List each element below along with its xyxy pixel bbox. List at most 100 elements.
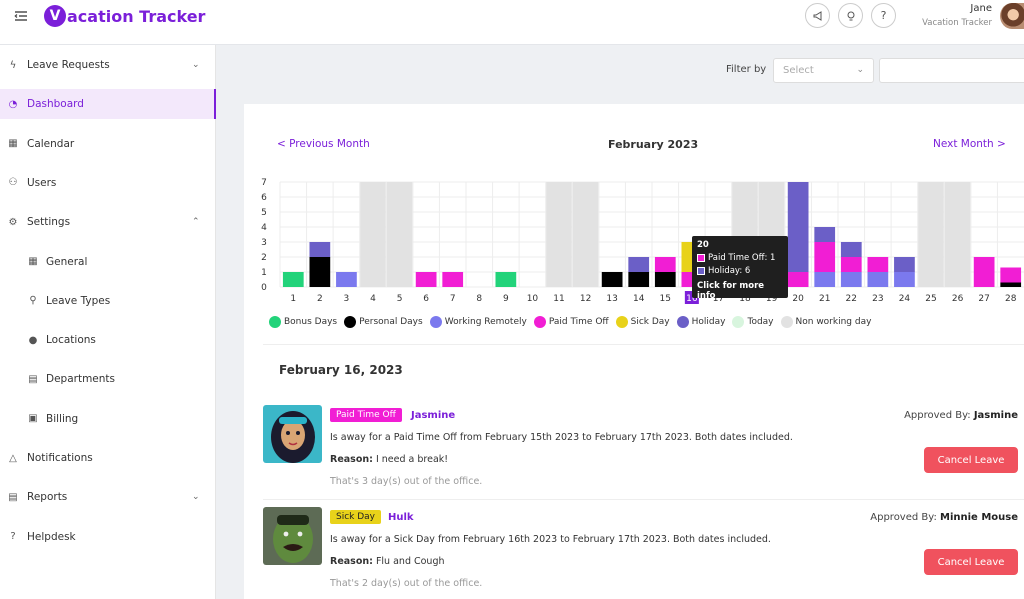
bar-personal-days-day-28[interactable] (1000, 282, 1022, 288)
legend-item-personal-days[interactable]: Personal Days (344, 316, 423, 328)
sidebar-item-settings[interactable]: ⚙ Settings ⌃ (0, 207, 216, 237)
app-logo[interactable]: V acation Tracker (44, 5, 205, 27)
cancel-leave-button[interactable]: Cancel Leave (924, 447, 1018, 473)
help-circle-icon: ? (10, 531, 16, 543)
lightning-icon: ϟ (9, 59, 17, 71)
bar-paid-time-off-day-22[interactable] (840, 257, 862, 272)
sidebar-item-dashboard[interactable]: ◔ Dashboard (0, 89, 216, 120)
bar-bonus-days-day-9[interactable] (495, 272, 517, 287)
leave-description: Is away for a Paid Time Off from Februar… (330, 432, 793, 443)
leave-reason: Reason: Flu and Cough (330, 556, 445, 567)
bar-holiday-day-24[interactable] (894, 257, 915, 272)
sidebar-item-helpdesk[interactable]: ? Helpdesk (0, 522, 216, 552)
sidebar: ϟ Leave Requests ⌄ ◔ Dashboard ▦ Calendar ⚇ User… (0, 45, 216, 599)
bar-holiday-day-20[interactable] (787, 182, 809, 272)
x-tick-label: 27 (978, 294, 989, 304)
x-tick-label: 5 (397, 294, 403, 304)
bar-paid-time-off-day-20[interactable] (787, 272, 809, 287)
bar-paid-time-off-day-27[interactable] (973, 257, 995, 287)
chevron-up-icon[interactable]: ⌃ (192, 217, 200, 228)
leave-description: Is away for a Sick Day from February 16t… (330, 534, 771, 545)
bar-working-remotely-day-3[interactable] (336, 272, 357, 287)
sidebar-item-departments[interactable]: ▤ Departments (0, 364, 216, 394)
next-month-link[interactable]: Next Month > (933, 138, 1006, 150)
report-icon: ▤ (8, 491, 18, 503)
legend-item-bonus-days[interactable]: Bonus Days (269, 316, 337, 328)
y-tick-label: 4 (261, 223, 267, 233)
employee-name[interactable]: Hulk (388, 512, 414, 523)
user-name[interactable]: Jane (970, 3, 992, 14)
tooltip-row-text: Paid Time Off: 1 (708, 253, 776, 263)
sidebar-item-billing[interactable]: ▣ Billing (0, 404, 216, 434)
x-tick-label: 24 (899, 294, 911, 304)
x-tick-label: 12 (580, 294, 591, 304)
user-avatar[interactable] (1000, 3, 1024, 29)
bar-working-remotely-day-22[interactable] (840, 272, 862, 287)
bar-paid-time-off-day-6[interactable] (415, 272, 437, 287)
legend-item-paid-time-off[interactable]: Paid Time Off (533, 316, 609, 328)
sidebar-item-calendar[interactable]: ▦ Calendar (0, 129, 216, 159)
employee-name[interactable]: Jasmine (411, 410, 456, 421)
leave-reason: Reason: I need a break! (330, 454, 448, 465)
filter-input[interactable] (879, 58, 1024, 83)
approved-by-prefix: Approved By: (870, 512, 937, 523)
bar-paid-time-off-day-23[interactable] (867, 257, 889, 272)
x-tick-label: 13 (606, 294, 617, 304)
menu-icon[interactable] (13, 9, 29, 25)
y-tick-label: 2 (261, 253, 267, 263)
logo-mark: V (44, 5, 66, 27)
sidebar-item-label: Departments (46, 373, 116, 386)
filter-select[interactable]: Select ⌄ (773, 58, 874, 83)
bar-holiday-day-14[interactable] (628, 257, 650, 272)
reason-label: Reason: (330, 454, 373, 465)
sidebar-item-locations[interactable]: ● Locations (0, 325, 216, 355)
calendar-icon: ▦ (8, 138, 18, 150)
legend-item-working-remotely[interactable]: Working Remotely (429, 316, 527, 328)
sidebar-item-reports[interactable]: ▤ Reports ⌄ (0, 482, 216, 512)
x-tick-label: 14 (633, 294, 645, 304)
sidebar-item-leave-types[interactable]: ⚲ Leave Types (0, 286, 216, 316)
bar-personal-days-day-14[interactable] (628, 272, 650, 287)
bar-holiday-day-21[interactable] (814, 227, 836, 242)
bar-bonus-days-day-1[interactable] (282, 272, 304, 287)
megaphone-icon[interactable] (805, 3, 830, 28)
bar-working-remotely-day-21[interactable] (814, 272, 836, 287)
employee-avatar (263, 507, 322, 565)
y-tick-label: 7 (261, 178, 267, 188)
legend-item-sick-day[interactable]: Sick Day (615, 316, 670, 328)
bar-paid-time-off-day-28[interactable] (1000, 267, 1022, 283)
help-icon[interactable]: ? (871, 3, 896, 28)
bar-working-remotely-day-24[interactable] (894, 272, 915, 287)
chevron-down-icon[interactable]: ⌄ (192, 492, 200, 503)
bar-holiday-day-22[interactable] (840, 242, 862, 257)
bar-paid-time-off-day-21[interactable] (814, 242, 836, 272)
filter-select-placeholder: Select (783, 65, 814, 76)
y-tick-label: 1 (261, 268, 267, 278)
bar-working-remotely-day-23[interactable] (867, 272, 889, 287)
non-working-day-band (944, 182, 971, 287)
chart-tooltip: 20 Paid Time Off: 1 Holiday: 6 Click for… (692, 236, 788, 301)
legend-item-holiday[interactable]: Holiday (676, 316, 725, 328)
x-tick-label: 21 (819, 294, 830, 304)
sidebar-item-notifications[interactable]: △ Notifications (0, 443, 216, 473)
bar-personal-days-day-15[interactable] (654, 272, 676, 287)
bar-personal-days-day-13[interactable] (601, 272, 623, 287)
tooltip-row: Holiday: 6 (697, 266, 783, 276)
sidebar-item-users[interactable]: ⚇ Users (0, 168, 216, 198)
legend-label: Working Remotely (444, 317, 527, 327)
bar-holiday-day-2[interactable] (309, 242, 331, 257)
legend-item-non-working-day[interactable]: Non working day (780, 316, 871, 328)
cancel-leave-button[interactable]: Cancel Leave (924, 549, 1018, 575)
chevron-down-icon[interactable]: ⌄ (192, 60, 200, 70)
x-tick-label: 8 (476, 294, 482, 304)
legend-item-today[interactable]: Today (732, 316, 774, 328)
bar-paid-time-off-day-7[interactable] (442, 272, 464, 287)
bar-paid-time-off-day-15[interactable] (654, 257, 676, 272)
lightbulb-icon[interactable] (838, 3, 863, 28)
tooltip-footer[interactable]: Click for more info (697, 281, 765, 301)
bar-personal-days-day-2[interactable] (309, 257, 331, 287)
sidebar-item-leave-requests[interactable]: ϟ Leave Requests ⌄ (0, 50, 216, 80)
previous-month-link[interactable]: < Previous Month (277, 138, 370, 150)
user-icon: ⚇ (8, 177, 18, 189)
sidebar-item-general[interactable]: ▦ General (0, 247, 216, 277)
